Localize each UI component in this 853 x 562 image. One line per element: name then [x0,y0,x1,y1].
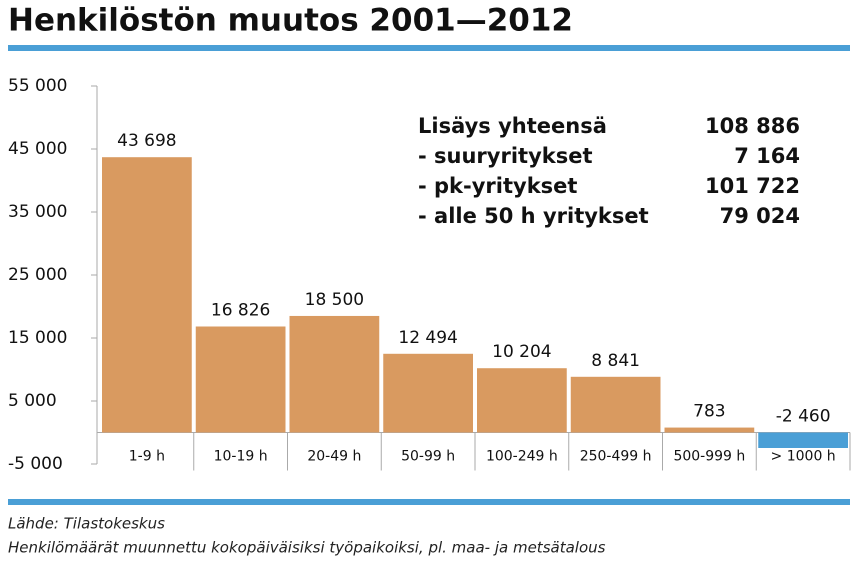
bar [477,368,567,433]
y-tick-label: 25 000 [8,265,67,285]
bar [570,376,661,433]
value-label: 12 494 [398,328,457,348]
y-tick-label: -5 000 [8,454,63,474]
annotation-value: 79 024 [720,204,800,228]
y-tick-label: 15 000 [8,328,67,348]
value-label: 18 500 [305,290,364,310]
x-tick-label: > 1000 h [771,449,836,465]
y-tick-label: 45 000 [8,139,67,159]
footer-rule [8,499,850,505]
x-tick-label: 1-9 h [129,449,165,465]
annotation-value: 7 164 [734,144,800,168]
x-tick-label: 20-49 h [307,449,361,465]
x-tick-label: 50-99 h [401,449,455,465]
bar [102,157,192,433]
x-tick-label: 100-249 h [486,449,558,465]
x-tick-label: 500-999 h [673,449,745,465]
source: Lähde: Tilastokeskus [8,515,165,533]
value-label: -2 460 [776,407,831,427]
note: Henkilömäärät muunnettu kokopäiväisiksi … [8,539,606,557]
bar [289,315,380,433]
annotation-label: - alle 50 h yritykset [418,204,649,228]
annotation-value: 101 722 [705,174,800,198]
y-tick-label: 5 000 [8,391,57,411]
x-tick-label: 10-19 h [214,449,268,465]
annotation-label: - suuryritykset [418,144,593,168]
y-tick-label: 55 000 [8,76,67,96]
value-label: 16 826 [211,300,270,320]
chart-title: Henkilöstön muutos 2001—2012 [8,3,573,39]
value-label: 43 698 [117,131,176,151]
value-label: 8 841 [591,351,640,371]
title-rule [8,45,850,51]
bar [383,353,473,433]
annotation-label: Lisäys yhteensä [418,114,607,138]
value-label: 10 204 [492,342,551,362]
annotation-label: - pk-yritykset [418,174,577,198]
x-tick-label: 250-499 h [580,449,652,465]
annotation-value: 108 886 [705,114,800,138]
value-label: 783 [693,402,725,422]
bar [758,432,848,448]
bar [195,326,286,433]
bar [664,427,755,433]
y-tick-label: 35 000 [8,202,67,222]
